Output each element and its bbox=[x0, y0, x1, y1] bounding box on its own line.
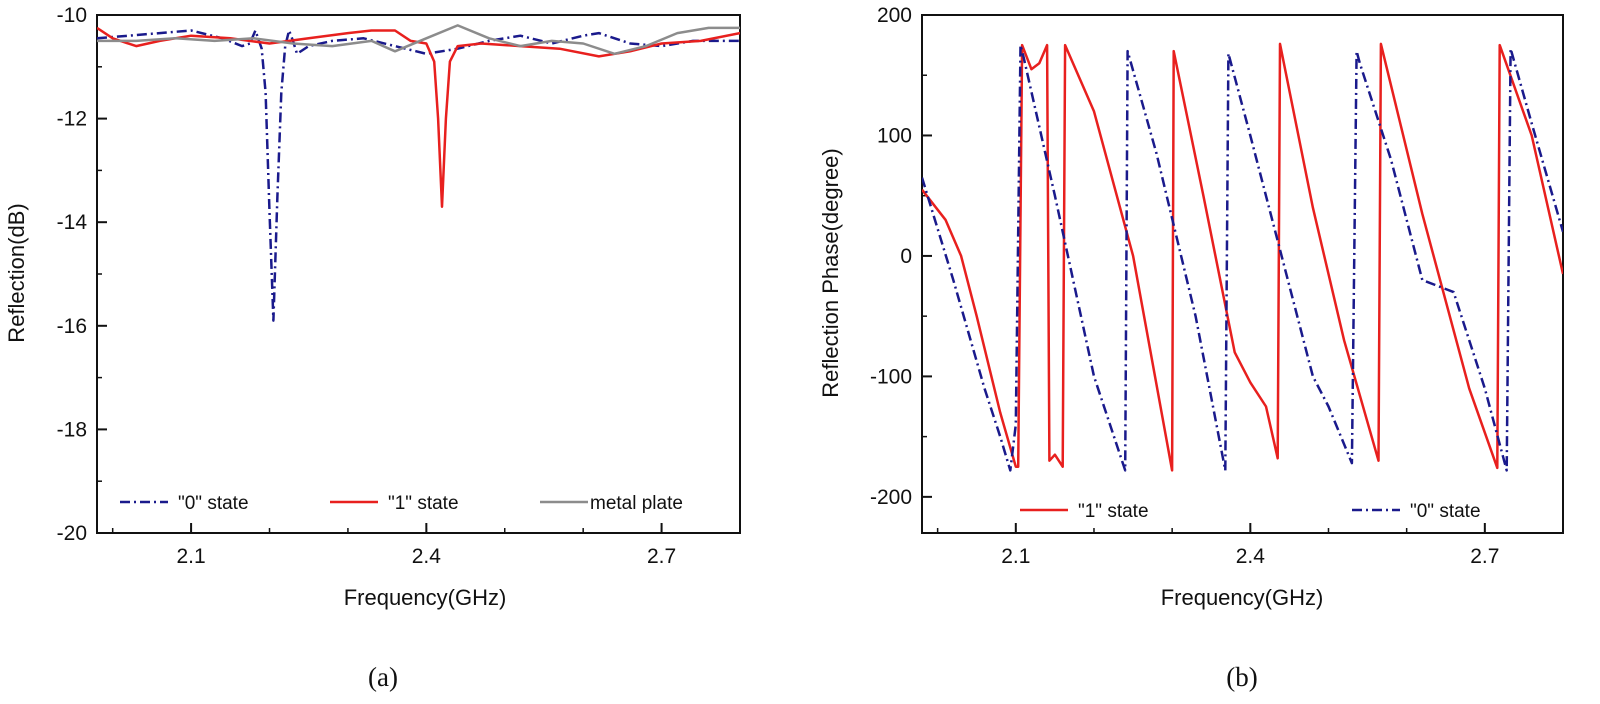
x-axis-label-b: Frequency(GHz) bbox=[1161, 585, 1324, 610]
axis-ticks-b: 2.1 2.4 2.7 -200 -100 0 100 200 bbox=[870, 4, 1564, 568]
y-tick-label-b-3: 100 bbox=[877, 124, 912, 147]
x-tick-label-b-1: 2.4 bbox=[1236, 545, 1266, 568]
plot-area-a bbox=[96, 14, 741, 534]
x-tick-label-a-1: 2.4 bbox=[412, 545, 442, 568]
series-group-a bbox=[97, 24, 740, 322]
series-line-a-1 bbox=[97, 26, 740, 208]
y-axis-label-a: Reflection(dB) bbox=[4, 203, 29, 342]
axis-ticks-a: 2.1 2.4 2.7 -20 -18 -16 -14 -12 -10 bbox=[57, 4, 741, 568]
y-tick-label-b-2: 0 bbox=[900, 245, 912, 268]
y-tick-label-b-0: -200 bbox=[870, 486, 912, 509]
x-tick-label-b-0: 2.1 bbox=[1001, 545, 1030, 568]
legend-a: "0" state "1" state metal plate bbox=[120, 493, 683, 514]
legend-label-b-0: "1" state bbox=[1078, 501, 1149, 522]
y-tick-label-a-2: -16 bbox=[57, 315, 87, 338]
y-tick-label-b-4: 200 bbox=[877, 4, 912, 27]
y-tick-label-a-3: -14 bbox=[57, 211, 88, 234]
legend-b: "1" state "0" state bbox=[1020, 501, 1481, 522]
caption-b: (b) bbox=[1226, 662, 1257, 692]
y-tick-label-a-0: -20 bbox=[57, 522, 87, 545]
series-group-b bbox=[922, 42, 1563, 472]
x-tick-label-a-2: 2.7 bbox=[647, 545, 676, 568]
x-tick-label-b-2: 2.7 bbox=[1470, 545, 1499, 568]
x-axis-label-a: Frequency(GHz) bbox=[344, 585, 507, 610]
series-line-b-0 bbox=[922, 42, 1563, 472]
x-tick-label-a-0: 2.1 bbox=[176, 545, 205, 568]
series-line-a-0 bbox=[97, 29, 740, 322]
legend-label-a-1: "1" state bbox=[388, 493, 459, 514]
y-tick-label-a-1: -18 bbox=[57, 418, 87, 441]
y-axis-label-b: Reflection Phase(degree) bbox=[818, 148, 843, 397]
series-line-b-1 bbox=[922, 43, 1563, 472]
legend-label-a-2: metal plate bbox=[590, 493, 683, 514]
y-tick-label-b-1: -100 bbox=[870, 365, 912, 388]
legend-label-b-1: "0" state bbox=[1410, 501, 1481, 522]
chart-panel-a: 2.1 2.4 2.7 -20 -18 -16 -14 -12 -10 Frequency(GH… bbox=[4, 4, 741, 692]
caption-a: (a) bbox=[368, 662, 398, 692]
legend-label-a-0: "0" state bbox=[178, 493, 249, 514]
y-tick-label-a-5: -10 bbox=[57, 4, 87, 27]
series-line-a-2 bbox=[97, 24, 740, 56]
y-tick-label-a-4: -12 bbox=[57, 108, 87, 131]
